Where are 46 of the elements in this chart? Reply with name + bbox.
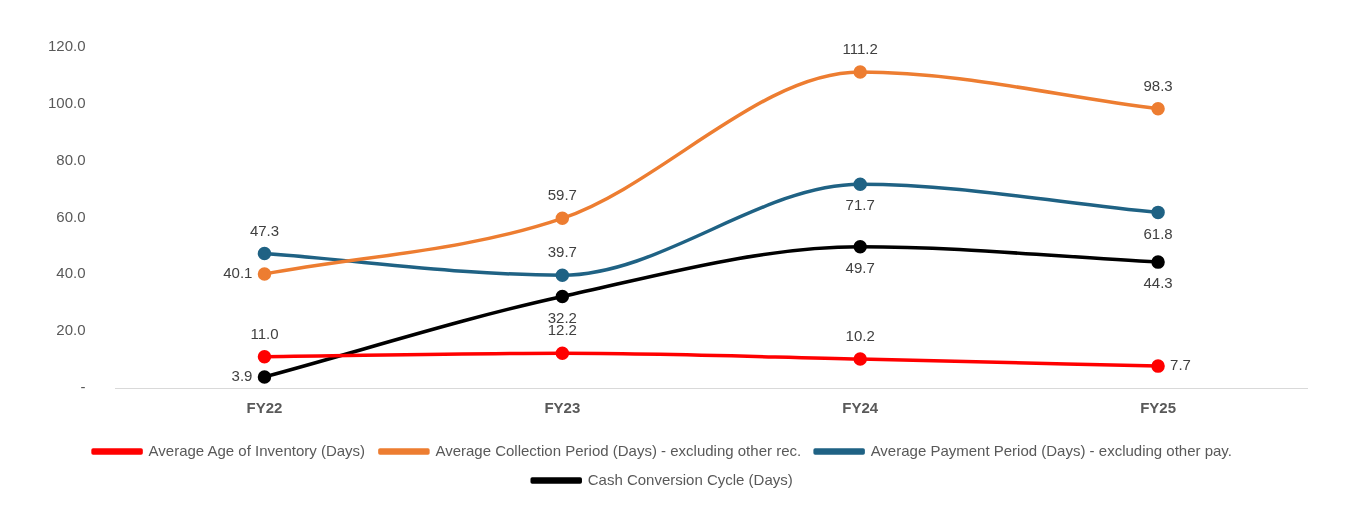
data-label: 111.2 bbox=[842, 40, 878, 58]
data-label: 10.2 bbox=[845, 327, 875, 345]
y-tick-label: 80.0 bbox=[56, 150, 86, 168]
point bbox=[853, 240, 867, 254]
x-tick-label: FY24 bbox=[842, 399, 879, 417]
point bbox=[853, 177, 867, 191]
y-tick-label: 60.0 bbox=[56, 207, 86, 225]
legend-label: Average Age of Inventory (Days) bbox=[148, 441, 366, 459]
y-tick-label: 20.0 bbox=[56, 321, 86, 339]
legend-label: Cash Conversion Cycle (Days) bbox=[587, 470, 793, 488]
point bbox=[1151, 359, 1165, 373]
point bbox=[257, 246, 272, 261]
y-tick-label: 40.0 bbox=[56, 264, 86, 282]
y-tick-label: 100.0 bbox=[47, 93, 86, 111]
point bbox=[1151, 255, 1165, 269]
x-tick-label: FY25 bbox=[1140, 399, 1176, 417]
point bbox=[555, 346, 570, 361]
data-label: 47.3 bbox=[249, 221, 280, 239]
data-label: 40.1 bbox=[223, 264, 253, 282]
data-label: 49.7 bbox=[845, 258, 875, 276]
point bbox=[257, 349, 272, 364]
data-label: 7.7 bbox=[1170, 356, 1191, 374]
point bbox=[257, 267, 272, 281]
x-tick-label: FY22 bbox=[246, 399, 283, 417]
y-tick-label: 120.0 bbox=[47, 37, 86, 55]
data-label: 11.0 bbox=[250, 324, 279, 342]
data-label: 44.3 bbox=[1143, 274, 1173, 292]
data-label: 71.7 bbox=[845, 196, 875, 214]
point bbox=[555, 211, 570, 226]
data-label: 32.2 bbox=[547, 308, 577, 326]
point bbox=[853, 65, 867, 79]
point bbox=[1151, 205, 1165, 220]
data-label: 59.7 bbox=[547, 186, 577, 204]
legend-label: Average Payment Period (Days) - excluding other pay. bbox=[870, 441, 1232, 459]
point bbox=[555, 268, 570, 282]
data-label: 39.7 bbox=[547, 243, 577, 261]
y-tick-label: - bbox=[80, 378, 86, 396]
data-label: 61.8 bbox=[1143, 224, 1173, 242]
legend-label: Average Collection Period (Days) - excluding other rec. bbox=[435, 441, 802, 459]
point bbox=[555, 289, 570, 304]
point bbox=[257, 370, 272, 384]
data-label: 98.3 bbox=[1143, 76, 1173, 94]
point bbox=[853, 352, 867, 366]
x-tick-label: FY23 bbox=[544, 399, 581, 417]
data-label: 3.9 bbox=[231, 367, 253, 385]
point bbox=[1151, 101, 1165, 116]
